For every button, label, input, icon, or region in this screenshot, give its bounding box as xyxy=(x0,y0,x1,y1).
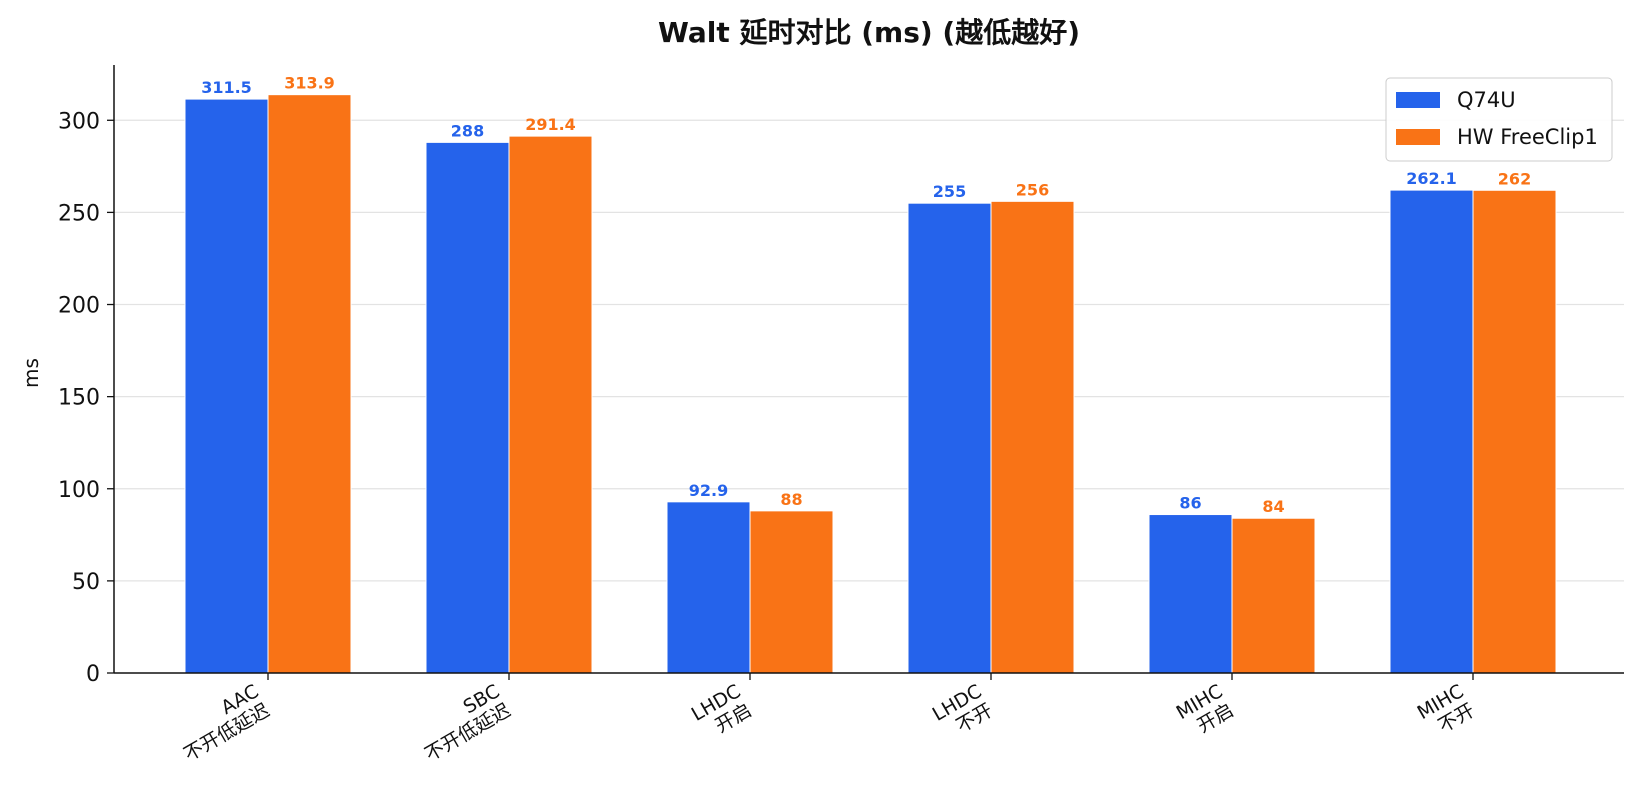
chart-title: Walt 延时对比 (ms) (越低越好) xyxy=(658,16,1080,49)
gridlines xyxy=(114,119,1624,582)
y-tick-label: 200 xyxy=(58,294,100,319)
value-label: 313.9 xyxy=(284,74,335,93)
value-label: 88 xyxy=(780,490,802,509)
tick-labels: 0 50 100 150 200 250 300 xyxy=(58,109,100,687)
bars xyxy=(184,94,1557,674)
bar-hw-freeclip1 xyxy=(749,510,834,674)
value-label: 92.9 xyxy=(689,481,728,500)
bar-q74u xyxy=(666,501,751,674)
legend-label: Q74U xyxy=(1457,88,1516,112)
bar-hw-freeclip1 xyxy=(508,135,593,674)
bar-q74u xyxy=(184,98,269,674)
legend-box xyxy=(1385,77,1613,162)
bar-hw-freeclip1 xyxy=(1231,517,1316,674)
value-label: 255 xyxy=(933,182,966,201)
axes xyxy=(107,65,1624,680)
value-label: 262 xyxy=(1498,169,1531,188)
y-tick-label: 250 xyxy=(58,201,100,226)
legend-swatch xyxy=(1396,129,1440,145)
legend-label: HW FreeClip1 xyxy=(1457,125,1598,149)
value-label: 291.4 xyxy=(525,115,576,134)
bar-hw-freeclip1 xyxy=(267,94,352,674)
y-tick-label: 150 xyxy=(58,386,100,411)
bar-hw-freeclip1 xyxy=(990,200,1075,674)
y-tick-label: 300 xyxy=(58,109,100,134)
value-label: 256 xyxy=(1016,180,1049,199)
y-tick-label: 50 xyxy=(72,570,100,595)
value-labels: 311.5 313.9 288 291.4 92.9 88 255 256 86 84 262.1 2… xyxy=(201,74,1531,517)
value-label: 86 xyxy=(1179,494,1201,513)
y-axis-label: ms xyxy=(19,358,43,388)
y-tick-label: 0 xyxy=(86,662,100,687)
legend: Q74U HW FreeClip1 xyxy=(1385,77,1613,162)
value-label: 262.1 xyxy=(1406,169,1457,188)
bar-hw-freeclip1 xyxy=(1472,189,1557,674)
value-label: 311.5 xyxy=(201,78,252,97)
bar-q74u xyxy=(425,141,510,674)
bar-q74u xyxy=(1148,514,1233,674)
value-label: 84 xyxy=(1262,497,1284,516)
y-tick-label: 100 xyxy=(58,478,100,503)
bar-q74u xyxy=(1389,189,1474,674)
bar-q74u xyxy=(907,202,992,674)
value-label: 288 xyxy=(451,121,484,140)
legend-swatch xyxy=(1396,92,1440,108)
